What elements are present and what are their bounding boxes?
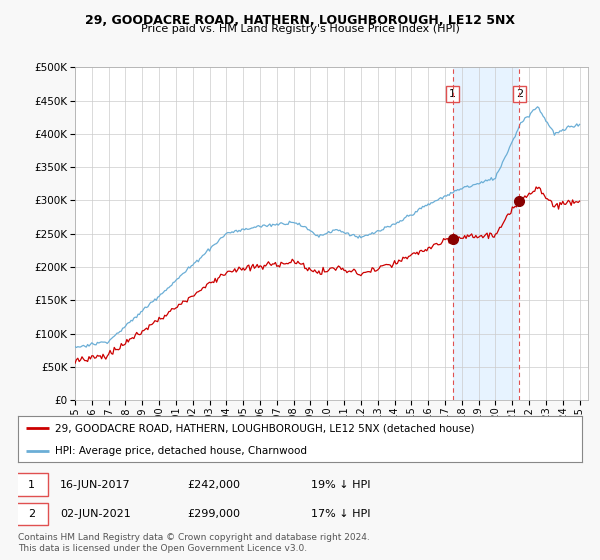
- FancyBboxPatch shape: [15, 503, 48, 525]
- Text: 16-JUN-2017: 16-JUN-2017: [60, 479, 131, 489]
- Text: 02-JUN-2021: 02-JUN-2021: [60, 509, 131, 519]
- Bar: [453, 67, 520, 400]
- Text: HPI: Average price, detached house, Charnwood: HPI: Average price, detached house, Char…: [55, 446, 307, 455]
- Text: 2: 2: [28, 509, 35, 519]
- Text: 19% ↓ HPI: 19% ↓ HPI: [311, 479, 371, 489]
- FancyBboxPatch shape: [15, 473, 48, 496]
- Text: 1: 1: [28, 479, 35, 489]
- Text: 17% ↓ HPI: 17% ↓ HPI: [311, 509, 371, 519]
- Text: £242,000: £242,000: [187, 479, 240, 489]
- Text: 29, GOODACRE ROAD, HATHERN, LOUGHBOROUGH, LE12 5NX (detached house): 29, GOODACRE ROAD, HATHERN, LOUGHBOROUGH…: [55, 423, 474, 433]
- Text: Contains HM Land Registry data © Crown copyright and database right 2024.
This d: Contains HM Land Registry data © Crown c…: [18, 533, 370, 553]
- Text: 2: 2: [516, 89, 523, 99]
- Text: £299,000: £299,000: [187, 509, 240, 519]
- Text: 1: 1: [449, 89, 456, 99]
- Text: 29, GOODACRE ROAD, HATHERN, LOUGHBOROUGH, LE12 5NX: 29, GOODACRE ROAD, HATHERN, LOUGHBOROUGH…: [85, 14, 515, 27]
- Text: Price paid vs. HM Land Registry's House Price Index (HPI): Price paid vs. HM Land Registry's House …: [140, 24, 460, 34]
